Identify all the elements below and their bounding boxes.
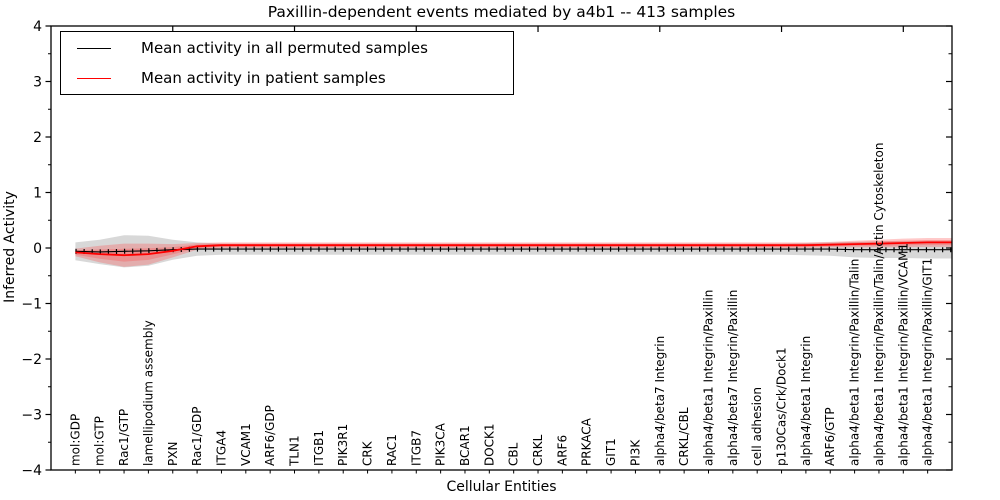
legend-label: Mean activity in all permuted samples	[141, 39, 428, 57]
line-permuted-markers	[75, 246, 952, 255]
y-tick-label: 0	[33, 241, 42, 257]
legend-entry-patient: Mean activity in patient samples	[61, 64, 513, 92]
x-tick-label: PRKACA	[580, 417, 594, 466]
x-axis-label: Cellular Entities	[446, 479, 557, 495]
x-tick-label: PI3K	[628, 439, 642, 466]
chart-title: Paxillin-dependent events mediated by a4…	[267, 3, 736, 21]
x-tick-label: PXN	[166, 442, 180, 466]
x-tick-label: GIT1	[604, 438, 618, 466]
legend-line-sample-red	[77, 77, 111, 79]
x-tick-label: ARF6/GDP	[263, 405, 277, 466]
x-tick-label: VCAM1	[239, 423, 253, 466]
x-tick-label: alpha4/beta7 Integrin/Paxillin	[726, 290, 740, 466]
x-tick-label: PIK3CA	[434, 422, 448, 466]
x-tick-label: alpha4/beta1 Integrin/Paxillin	[701, 290, 715, 466]
x-tick-label: alpha4/beta1 Integrin/Paxillin/VCAM1	[896, 243, 910, 466]
y-tick-label: 4	[33, 19, 42, 35]
y-tick-label: −3	[21, 408, 42, 424]
x-tick-label: lamellipodium assembly	[141, 320, 155, 466]
x-tick-label: ITGB7	[409, 430, 423, 466]
x-tick-label: mol:GTP	[93, 416, 107, 466]
y-tick-label: −2	[21, 352, 42, 368]
x-tick-label: alpha4/beta1 Integrin/Paxillin/GIT1	[921, 258, 935, 466]
x-tick-label: DOCK1	[482, 423, 496, 466]
y-tick-label: −4	[21, 463, 42, 479]
y-tick-label: −1	[21, 297, 42, 313]
x-tick-label: mol:GDP	[68, 414, 82, 466]
x-tick-label: alpha4/beta1 Integrin/Paxillin/Talin	[848, 259, 862, 466]
line-patient-mean	[75, 241, 952, 257]
y-tick-label: 2	[33, 130, 42, 146]
x-tick-label: ARF6	[555, 435, 569, 466]
legend: Mean activity in all permuted samples Me…	[60, 31, 514, 95]
x-tick-label: ARF6/GTP	[823, 407, 837, 466]
x-tick-label: ITGA4	[214, 430, 228, 466]
x-tick-label: ITGB1	[312, 430, 326, 466]
legend-label: Mean activity in patient samples	[141, 69, 386, 87]
x-tick-label: alpha4/beta7 Integrin	[653, 336, 667, 466]
x-tick-label: CRK	[361, 440, 375, 466]
x-tick-label: TLN1	[288, 435, 302, 467]
x-tick-label: CRKL/CBL	[677, 407, 691, 466]
x-tick-label: RAC1	[385, 434, 399, 466]
x-tick-label: Rac1/GTP	[117, 409, 131, 466]
x-tick-label: BCAR1	[458, 425, 472, 466]
y-tick-label: 1	[33, 186, 42, 202]
x-tick-label: p130Cas/Crk/Dock1	[775, 347, 789, 466]
legend-line-sample-black	[77, 47, 111, 49]
x-tick-label: alpha4/beta1 Integrin	[799, 336, 813, 466]
x-tick-label: PIK3R1	[336, 424, 350, 466]
x-tick-label: Rac1/GDP	[190, 407, 204, 466]
x-tick-label: CBL	[507, 442, 521, 466]
x-tick-label: cell adhesion	[750, 387, 764, 466]
x-tick-label: CRKL	[531, 434, 545, 466]
legend-entry-permuted: Mean activity in all permuted samples	[61, 34, 513, 62]
x-tick-label: alpha4/beta1 Integrin/Paxillin/Talin/Act…	[872, 143, 886, 466]
y-tick-label: 3	[33, 75, 42, 91]
